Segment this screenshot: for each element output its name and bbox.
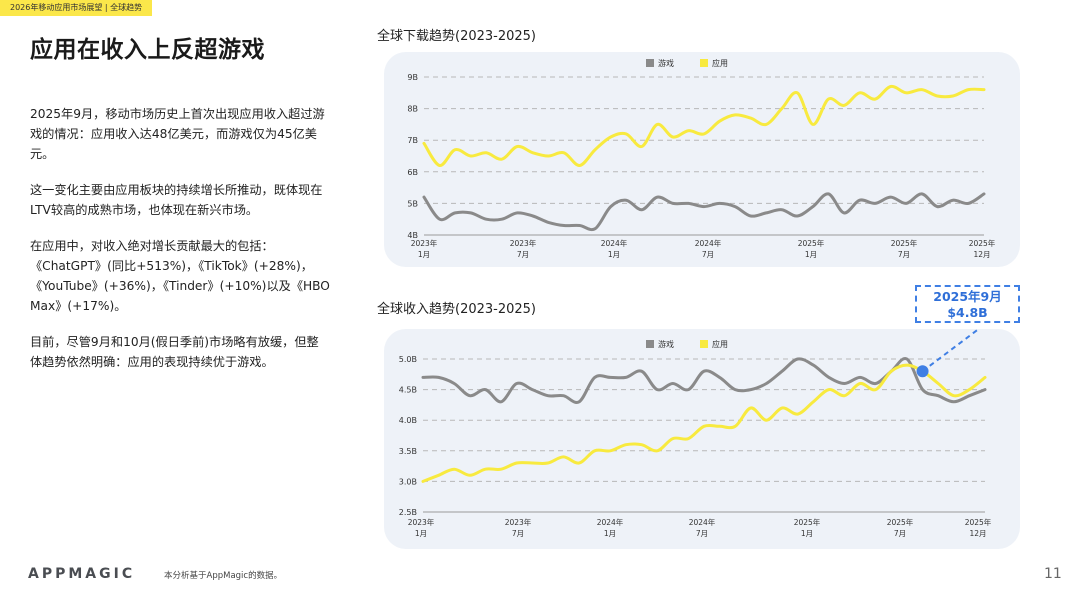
x-tick-label: 2025年: [798, 238, 825, 248]
revenue-chart: 2.5B 3.0B 3.5B 4.0B 4.5B 5.0B 2023年 1月 2023年 7月 20…: [384, 329, 1020, 549]
paragraph: 在应用中，对收入绝对增长贡献最大的包括：《ChatGPT》(同比+513%)，《…: [30, 239, 330, 313]
section-tag: 2026年移动应用市场展望 | 全球趋势: [0, 0, 153, 16]
x-tick-label: 1月: [608, 250, 620, 259]
x-tick-label: 1月: [418, 250, 430, 259]
legend-label: 游戏: [658, 339, 674, 349]
paragraph: 目前，尽管9月和10月(假日季前)市场略有放缓，但整体趋势依然明确：应用的表现持…: [30, 335, 319, 369]
appmagic-logo: APPMAGIC: [28, 566, 136, 582]
x-tick-label: 2023年: [411, 238, 438, 248]
x-tick-label: 1月: [801, 529, 813, 538]
y-tick-label: 3.5B: [399, 447, 417, 456]
page-title: 应用在收入上反超游戏: [30, 37, 265, 63]
footer-note: 本分析基于AppMagic的数据。: [164, 571, 283, 581]
x-tick-label: 7月: [512, 529, 524, 538]
x-tick-label: 7月: [517, 250, 529, 259]
legend-label: 应用: [712, 339, 728, 349]
y-tick-label: 3.0B: [399, 477, 417, 486]
x-tick-label: 12月: [973, 250, 990, 259]
legend-swatch: [646, 59, 654, 67]
downloads-chart-title: 全球下载趋势(2023-2025): [377, 29, 537, 44]
revenue-chart-svg: 2.5B 3.0B 3.5B 4.0B 4.5B 5.0B 2023年 1月 2023年 7月 20…: [399, 329, 992, 538]
x-tick-label: 2024年: [689, 517, 716, 527]
x-tick-label: 2024年: [601, 238, 628, 248]
paragraph: 这一变化主要由应用板块的持续增长所推动，既体现在LTV较高的成熟市场，也体现在新…: [30, 183, 323, 217]
downloads-chart-svg: 4B 5B 6B 7B 8B 9B 2023年 1月 2023年 7月 2024年 1月 2024年 7月…: [407, 58, 996, 259]
x-tick-label: 2025年: [887, 517, 914, 527]
y-tick-label: 6B: [407, 168, 418, 177]
x-tick-label: 1月: [805, 250, 817, 259]
x-tick-label: 2023年: [510, 238, 537, 248]
x-tick-label: 7月: [696, 529, 708, 538]
x-tick-label: 2025年: [965, 517, 992, 527]
x-tick-label: 1月: [604, 529, 616, 538]
y-tick-label: 4.5B: [399, 386, 417, 395]
paragraph: 2025年9月，移动市场历史上首次出现应用收入超过游戏的情况：应用收入达48亿美…: [30, 107, 325, 161]
x-tick-label: 1月: [415, 529, 427, 538]
x-tick-label: 2025年: [891, 238, 918, 248]
y-tick-label: 5B: [407, 199, 418, 208]
downloads-chart: 4B 5B 6B 7B 8B 9B 2023年 1月 2023年 7月 2024年 1月 2024年 7月…: [384, 52, 1020, 267]
x-tick-label: 2023年: [408, 517, 435, 527]
legend-swatch: [700, 59, 708, 67]
callout-date: 2025年9月: [933, 289, 1002, 304]
x-tick-label: 2023年: [505, 517, 532, 527]
y-tick-label: 4.0B: [399, 416, 417, 425]
y-tick-label: 8B: [407, 105, 418, 114]
legend-label: 游戏: [658, 58, 674, 68]
y-tick-label: 7B: [407, 136, 418, 145]
x-tick-label: 2024年: [597, 517, 624, 527]
y-tick-label: 2.5B: [399, 508, 417, 517]
x-tick-label: 2025年: [794, 517, 821, 527]
callout-value: $4.8B: [947, 305, 988, 320]
apps-series-line: [422, 84, 986, 167]
annotation-leader-line: [921, 329, 981, 373]
x-tick-label: 7月: [894, 529, 906, 538]
x-tick-label: 7月: [702, 250, 714, 259]
x-tick-label: 7月: [898, 250, 910, 259]
legend-swatch: [700, 340, 708, 348]
revenue-chart-title: 全球收入趋势(2023-2025): [377, 302, 537, 317]
annotation-marker: [916, 365, 929, 378]
x-tick-label: 2025年: [969, 238, 996, 248]
games-series-line: [422, 192, 986, 232]
y-tick-label: 4B: [407, 231, 418, 240]
legend-label: 应用: [712, 58, 728, 68]
apps-series-line: [421, 363, 987, 483]
annotation-callout: 2025年9月 $4.8B: [915, 285, 1020, 323]
page-number: 11: [1044, 566, 1062, 582]
legend-swatch: [646, 340, 654, 348]
body-text: 2025年9月，移动市场历史上首次出现应用收入超过游戏的情况：应用收入达48亿美…: [30, 104, 330, 388]
x-tick-label: 12月: [969, 529, 986, 538]
y-tick-label: 5.0B: [399, 355, 417, 364]
y-tick-label: 9B: [407, 73, 418, 82]
x-tick-label: 2024年: [695, 238, 722, 248]
